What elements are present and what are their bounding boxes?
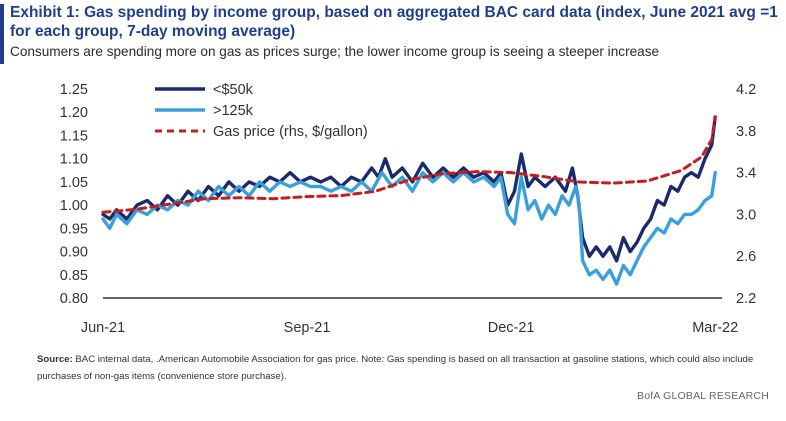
y-right-tick-label: 3.8 xyxy=(736,124,756,140)
y-left-tick-label: 1.20 xyxy=(60,105,88,121)
source-label: Source: xyxy=(37,354,73,365)
y-left-tick-label: 1.25 xyxy=(60,82,88,98)
y-left-tick-label: 0.95 xyxy=(60,221,88,237)
y-left-tick-label: 1.00 xyxy=(60,198,88,214)
series-line-0 xyxy=(101,115,717,263)
y-left-tick-label: 0.85 xyxy=(60,268,88,284)
chart-subtitle: Consumers are spending more on gas as pr… xyxy=(10,44,660,59)
legend-label: Gas price (rhs, $/gallon) xyxy=(213,124,368,140)
series-line-1 xyxy=(101,170,717,286)
y-right-tick-label: 2.6 xyxy=(736,249,756,265)
x-tick-label: Mar-22 xyxy=(692,320,738,336)
series-line-2 xyxy=(101,115,717,214)
source-text: BAC internal data, .American Automobile … xyxy=(37,354,754,382)
y-right-tick-label: 3.4 xyxy=(736,166,756,182)
y-right-tick-label: 4.2 xyxy=(736,82,756,98)
y-left-tick-label: 0.90 xyxy=(60,245,88,261)
line-chart: 1.25 1.20 1.15 1.10 1.05 1.00 0.95 0.90 0.85 0.80… xyxy=(60,82,756,336)
footnote: Source: BAC internal data, .American Aut… xyxy=(37,351,777,385)
y-left-tick-label: 1.05 xyxy=(60,175,88,191)
y-right-tick-label: 2.2 xyxy=(736,291,756,307)
legend-label: <$50k xyxy=(213,82,254,98)
y-left-tick-label: 0.80 xyxy=(60,291,88,307)
legend-label: >125k xyxy=(213,103,254,119)
chart-title: Exhibit 1: Gas spending by income group,… xyxy=(10,4,778,40)
x-tick-label: Jun-21 xyxy=(81,320,125,336)
y-left-tick-label: 1.10 xyxy=(60,152,88,168)
brand-label: BofA GLOBAL RESEARCH xyxy=(637,390,769,402)
title-accent-bar xyxy=(0,4,4,64)
x-tick-label: Sep-21 xyxy=(284,320,331,336)
y-left-tick-label: 1.15 xyxy=(60,128,88,144)
y-right-tick-label: 3.0 xyxy=(736,207,756,223)
x-tick-label: Dec-21 xyxy=(488,320,535,336)
